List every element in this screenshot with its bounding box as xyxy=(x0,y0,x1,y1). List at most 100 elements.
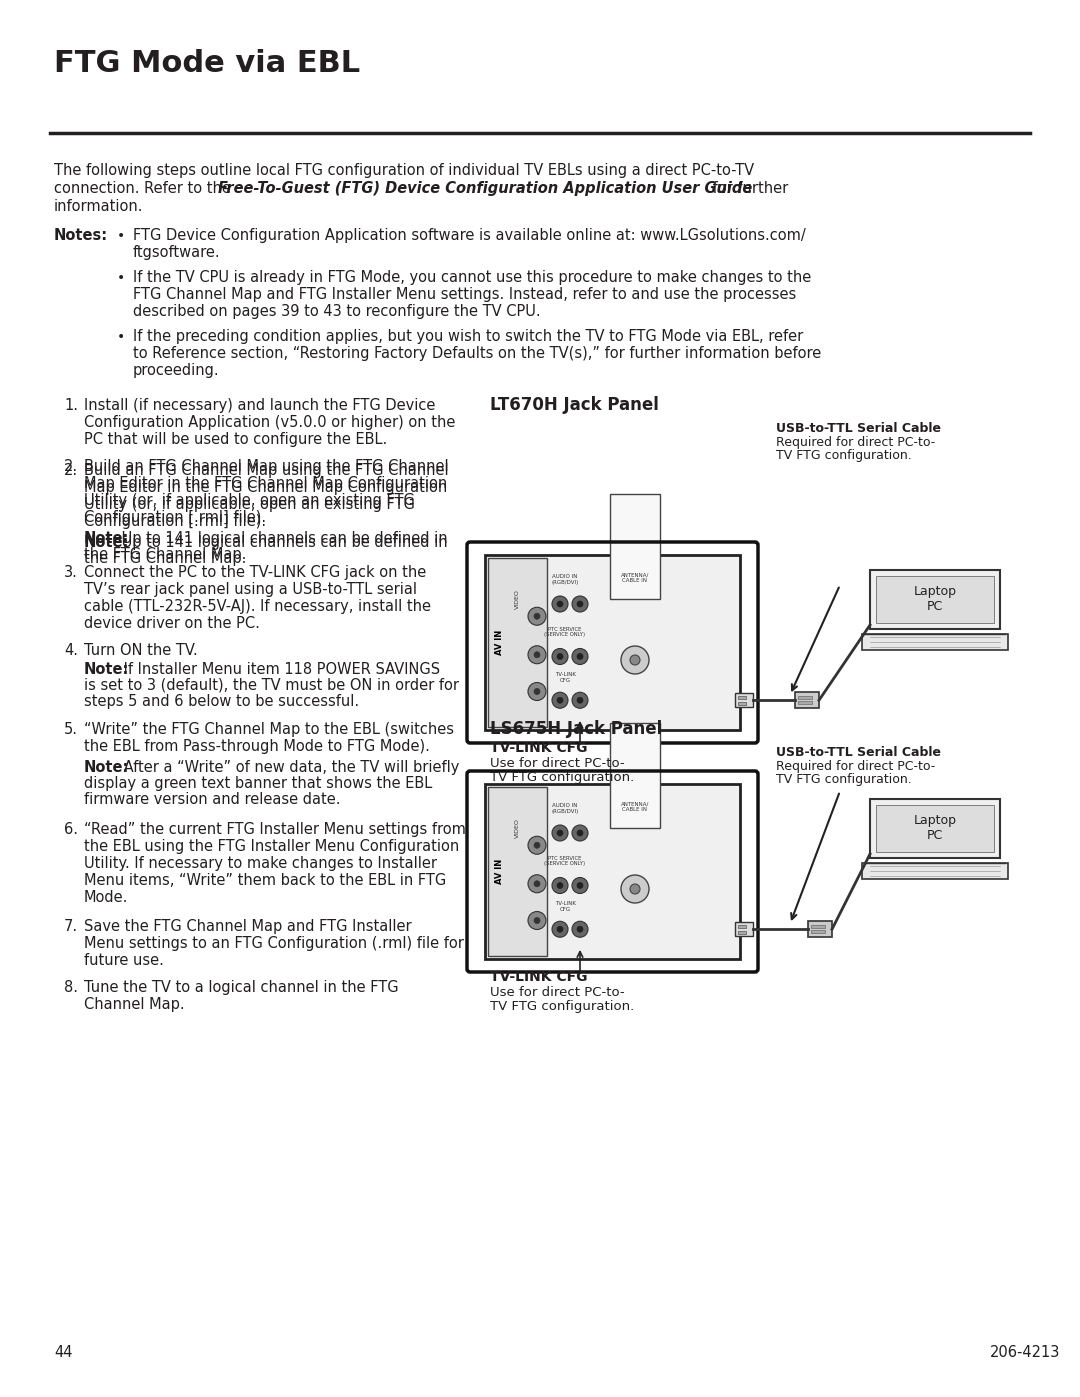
Text: connection. Refer to the: connection. Refer to the xyxy=(54,182,235,196)
Text: 206-4213: 206-4213 xyxy=(990,1345,1061,1361)
Circle shape xyxy=(528,645,546,664)
Text: AV IN: AV IN xyxy=(496,630,504,655)
Circle shape xyxy=(572,921,588,937)
Text: Required for direct PC-to-: Required for direct PC-to- xyxy=(777,760,935,773)
Bar xyxy=(795,693,819,708)
FancyBboxPatch shape xyxy=(870,799,1000,858)
Text: device driver on the PC.: device driver on the PC. xyxy=(84,616,260,631)
Bar xyxy=(876,805,994,852)
Text: future use.: future use. xyxy=(84,953,164,968)
Text: ANTENNA/
CABLE IN: ANTENNA/ CABLE IN xyxy=(621,802,649,812)
Text: cable (TTL-232R-5V-AJ). If necessary, install the: cable (TTL-232R-5V-AJ). If necessary, in… xyxy=(84,599,431,615)
Text: ftgsoftware.: ftgsoftware. xyxy=(133,244,220,260)
FancyBboxPatch shape xyxy=(488,557,546,726)
Text: USB-to-TTL Serial Cable: USB-to-TTL Serial Cable xyxy=(777,746,941,759)
Circle shape xyxy=(528,875,546,893)
Text: AV IN: AV IN xyxy=(496,859,504,884)
Circle shape xyxy=(552,597,568,612)
Text: FTG Mode via EBL: FTG Mode via EBL xyxy=(54,49,360,78)
FancyBboxPatch shape xyxy=(485,784,740,958)
Text: Build an FTG Channel Map using the FTG Channel: Build an FTG Channel Map using the FTG C… xyxy=(84,460,448,474)
Bar xyxy=(738,930,746,933)
Circle shape xyxy=(552,877,568,894)
Circle shape xyxy=(572,877,588,894)
Text: information.: information. xyxy=(54,198,144,214)
Text: Build an FTG Channel Map using the FTG Channel: Build an FTG Channel Map using the FTG C… xyxy=(84,462,448,478)
Circle shape xyxy=(552,648,568,665)
Text: the EBL using the FTG Installer Menu Configuration: the EBL using the FTG Installer Menu Con… xyxy=(84,840,459,854)
Text: ANTENNA/
CABLE IN: ANTENNA/ CABLE IN xyxy=(621,573,649,583)
Text: •: • xyxy=(117,229,125,243)
Text: USB-to-TTL Serial Cable: USB-to-TTL Serial Cable xyxy=(777,422,941,434)
Text: Mode.: Mode. xyxy=(84,890,129,905)
FancyBboxPatch shape xyxy=(862,862,1008,879)
Circle shape xyxy=(552,693,568,708)
Text: LS675H Jack Panel: LS675H Jack Panel xyxy=(490,719,662,738)
Text: •: • xyxy=(117,271,125,285)
Circle shape xyxy=(528,837,546,854)
Text: TV-LINK CFG: TV-LINK CFG xyxy=(490,740,588,754)
Circle shape xyxy=(577,926,583,932)
FancyBboxPatch shape xyxy=(488,787,546,956)
FancyBboxPatch shape xyxy=(485,555,740,731)
Text: Use for direct PC-to-: Use for direct PC-to- xyxy=(490,986,624,999)
Circle shape xyxy=(557,697,563,703)
Circle shape xyxy=(577,883,583,888)
Text: PTC SERVICE
(SERVICE ONLY): PTC SERVICE (SERVICE ONLY) xyxy=(544,627,585,637)
Circle shape xyxy=(621,875,649,902)
Text: 1.: 1. xyxy=(64,398,78,414)
Circle shape xyxy=(534,842,540,848)
Text: 8.: 8. xyxy=(64,981,78,995)
Circle shape xyxy=(534,652,540,658)
Text: Menu settings to an FTG Configuration (.rml) file for: Menu settings to an FTG Configuration (.… xyxy=(84,936,464,951)
Bar xyxy=(610,493,660,599)
Text: If the preceding condition applies, but you wish to switch the TV to FTG Mode vi: If the preceding condition applies, but … xyxy=(133,330,804,344)
Text: Note:: Note: xyxy=(84,531,130,546)
Text: Use for direct PC-to-: Use for direct PC-to- xyxy=(490,757,624,770)
FancyBboxPatch shape xyxy=(862,633,1008,650)
FancyBboxPatch shape xyxy=(870,570,1000,629)
Text: 4.: 4. xyxy=(64,643,78,658)
Text: 7.: 7. xyxy=(64,919,78,935)
Text: Map Editor in the FTG Channel Map Configuration: Map Editor in the FTG Channel Map Config… xyxy=(84,481,447,495)
Text: TV-LINK
CFG: TV-LINK CFG xyxy=(554,672,576,683)
Text: Utility. If necessary to make changes to Installer: Utility. If necessary to make changes to… xyxy=(84,856,437,870)
Bar xyxy=(735,693,753,707)
Text: FTG Channel Map and FTG Installer Menu settings. Instead, refer to and use the p: FTG Channel Map and FTG Installer Menu s… xyxy=(133,286,796,302)
Text: Connect the PC to the TV-LINK CFG jack on the: Connect the PC to the TV-LINK CFG jack o… xyxy=(84,564,427,580)
Circle shape xyxy=(572,693,588,708)
Bar xyxy=(738,701,746,704)
Circle shape xyxy=(577,697,583,703)
Circle shape xyxy=(528,911,546,929)
Circle shape xyxy=(528,683,546,700)
Text: Install (if necessary) and launch the FTG Device: Install (if necessary) and launch the FT… xyxy=(84,398,435,414)
Circle shape xyxy=(572,648,588,665)
Text: TV FTG configuration.: TV FTG configuration. xyxy=(490,771,634,784)
Text: the FTG Channel Map.: the FTG Channel Map. xyxy=(84,550,246,566)
Text: Configuration Application (v5.0.0 or higher) on the: Configuration Application (v5.0.0 or hig… xyxy=(84,415,456,430)
Text: Tune the TV to a logical channel in the FTG: Tune the TV to a logical channel in the … xyxy=(84,981,399,995)
Text: Required for direct PC-to-: Required for direct PC-to- xyxy=(777,436,935,448)
Bar xyxy=(811,930,825,933)
Text: the EBL from Pass-through Mode to FTG Mode).: the EBL from Pass-through Mode to FTG Mo… xyxy=(84,739,430,754)
Text: is set to 3 (default), the TV must be ON in order for: is set to 3 (default), the TV must be ON… xyxy=(84,678,459,693)
Bar xyxy=(811,925,825,928)
Text: 2.: 2. xyxy=(64,460,78,474)
Bar xyxy=(738,925,746,928)
Text: Laptop
PC: Laptop PC xyxy=(914,814,957,842)
Text: TV’s rear jack panel using a USB-to-TTL serial: TV’s rear jack panel using a USB-to-TTL … xyxy=(84,583,417,597)
Text: Laptop
PC: Laptop PC xyxy=(914,585,957,613)
Circle shape xyxy=(577,654,583,659)
Text: AUDIO IN
(RGB/DVI): AUDIO IN (RGB/DVI) xyxy=(552,803,579,814)
Bar xyxy=(738,696,746,698)
Bar xyxy=(610,722,660,828)
Text: If the TV CPU is already in FTG Mode, you cannot use this procedure to make chan: If the TV CPU is already in FTG Mode, yo… xyxy=(133,270,811,285)
Circle shape xyxy=(528,608,546,626)
Circle shape xyxy=(557,830,563,835)
Bar xyxy=(808,921,832,937)
Text: Utility (or, if applicable, open an existing FTG: Utility (or, if applicable, open an exis… xyxy=(84,493,415,509)
Text: “Read” the current FTG Installer Menu settings from: “Read” the current FTG Installer Menu se… xyxy=(84,821,465,837)
Text: Notes:: Notes: xyxy=(54,228,108,243)
Text: Utility (or, if applicable, open an existing FTG: Utility (or, if applicable, open an exis… xyxy=(84,497,415,511)
Text: TV FTG configuration.: TV FTG configuration. xyxy=(777,773,912,787)
